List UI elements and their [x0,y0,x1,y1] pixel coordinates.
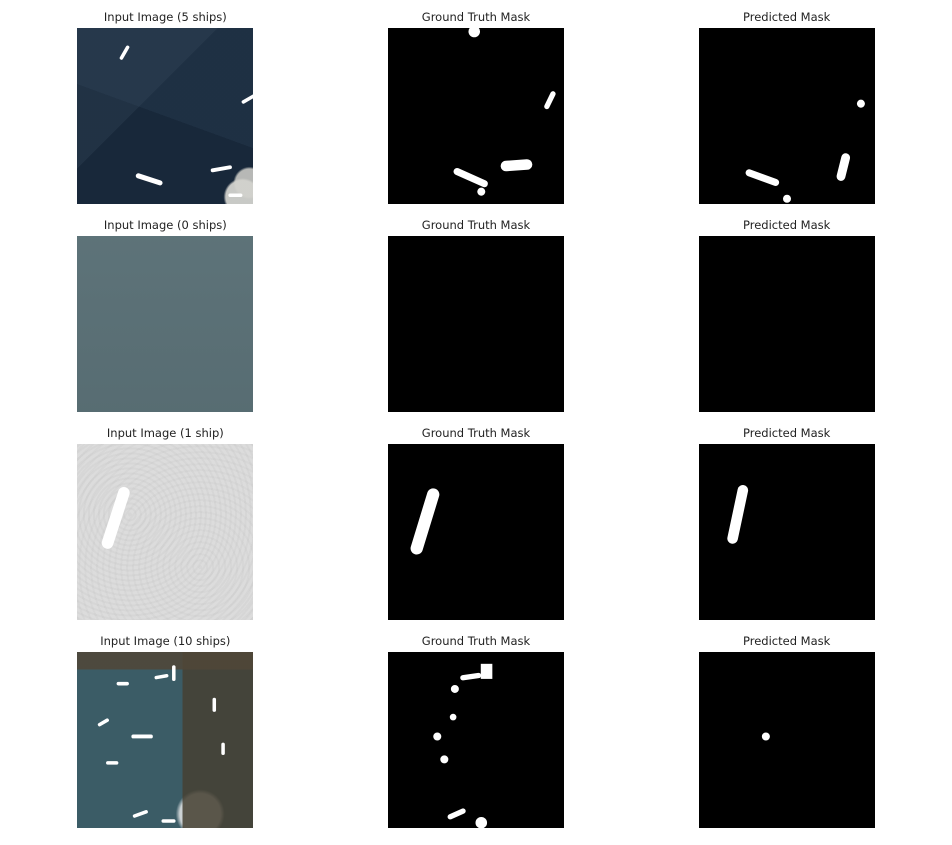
grid-cell-gt-r1: Ground Truth Mask [321,212,632,420]
predicted-mask [699,652,875,828]
panel-title: Input Image (0 ships) [104,218,227,232]
predicted-mask [699,236,875,412]
panel-title: Ground Truth Mask [422,426,530,440]
grid-cell-pred-r0: Predicted Mask [631,4,942,212]
grid-cell-pred-r2: Predicted Mask [631,420,942,628]
input-image [77,444,253,620]
panel-title: Ground Truth Mask [422,218,530,232]
grid-cell-pred-r1: Predicted Mask [631,212,942,420]
ground-truth-mask [388,236,564,412]
panel-title: Input Image (10 ships) [100,634,230,648]
grid-cell-input-r2: Input Image (1 ship) [10,420,321,628]
grid-cell-gt-r3: Ground Truth Mask [321,628,632,836]
panel-title: Predicted Mask [743,218,830,232]
grid-cell-input-r0: Input Image (5 ships) [10,4,321,212]
panel-title: Predicted Mask [743,10,830,24]
input-image [77,28,253,204]
panel-title: Predicted Mask [743,634,830,648]
grid-cell-input-r1: Input Image (0 ships) [10,212,321,420]
predicted-mask [699,28,875,204]
ground-truth-mask [388,652,564,828]
grid-cell-input-r3: Input Image (10 ships) [10,628,321,836]
input-image [77,236,253,412]
grid-cell-gt-r0: Ground Truth Mask [321,4,632,212]
panel-title: Input Image (1 ship) [107,426,224,440]
panel-title: Input Image (5 ships) [104,10,227,24]
panel-title: Ground Truth Mask [422,634,530,648]
grid-cell-pred-r3: Predicted Mask [631,628,942,836]
panel-title: Predicted Mask [743,426,830,440]
panel-title: Ground Truth Mask [422,10,530,24]
ground-truth-mask [388,444,564,620]
ground-truth-mask [388,28,564,204]
grid-cell-gt-r2: Ground Truth Mask [321,420,632,628]
predicted-mask [699,444,875,620]
input-image [77,652,253,828]
